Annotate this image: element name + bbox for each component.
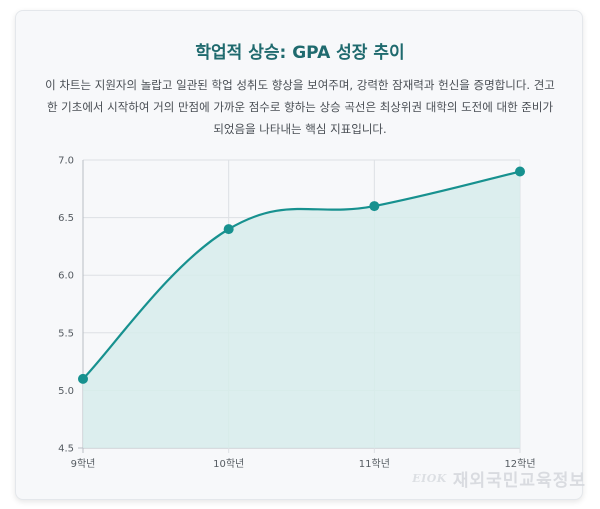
gpa-line <box>82 170 521 380</box>
x-tick-label: 11학년 <box>359 458 390 470</box>
area-fill <box>83 171 520 448</box>
chart-description: 이 차트는 지원자의 놀랍고 일관된 학업 성취도 향상을 보여주며, 강력한 … <box>45 78 555 136</box>
y-axis-labels: 4.5 5.0 5.5 6.0 6.5 7.0 <box>58 156 74 455</box>
y-tick-label: 7.0 <box>58 156 74 167</box>
chart-title: 학업적 상승: GPA 성장 추이 <box>195 43 405 63</box>
y-tick-label: 6.0 <box>58 271 74 282</box>
data-point-9학년 <box>78 373 88 384</box>
x-tick-label: 12학년 <box>504 458 535 470</box>
watermark-badge: EIOK <box>412 472 447 485</box>
x-tick-label: 10학년 <box>213 458 244 470</box>
y-tick-label: 6.5 <box>58 213 74 224</box>
x-axis-labels: 9학년 10학년 11학년 12학년 <box>71 458 536 470</box>
data-points <box>78 166 525 384</box>
data-point-11학년 <box>369 201 380 212</box>
y-tick-label: 4.5 <box>58 444 74 455</box>
data-point-12학년 <box>515 166 525 177</box>
y-tick-label: 5.5 <box>58 328 74 339</box>
data-point-10학년 <box>223 224 234 235</box>
x-tick-label: 9학년 <box>71 458 96 470</box>
watermark-text: 재외국민교육정보 <box>452 471 586 491</box>
y-tick-label: 5.0 <box>58 386 74 397</box>
watermark: EIOK 재외국민교육정보 <box>412 466 586 491</box>
